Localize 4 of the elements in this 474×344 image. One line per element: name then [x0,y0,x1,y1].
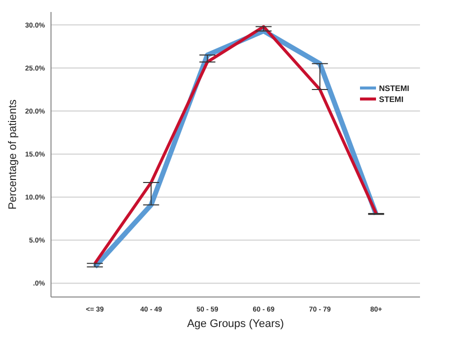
legend-label: NSTEMI [379,84,410,93]
legend-label: STEMI [379,94,404,104]
y-axis-title: Percentage of patients [7,98,19,210]
x-axis-title: Age Groups (Years) [187,318,284,330]
